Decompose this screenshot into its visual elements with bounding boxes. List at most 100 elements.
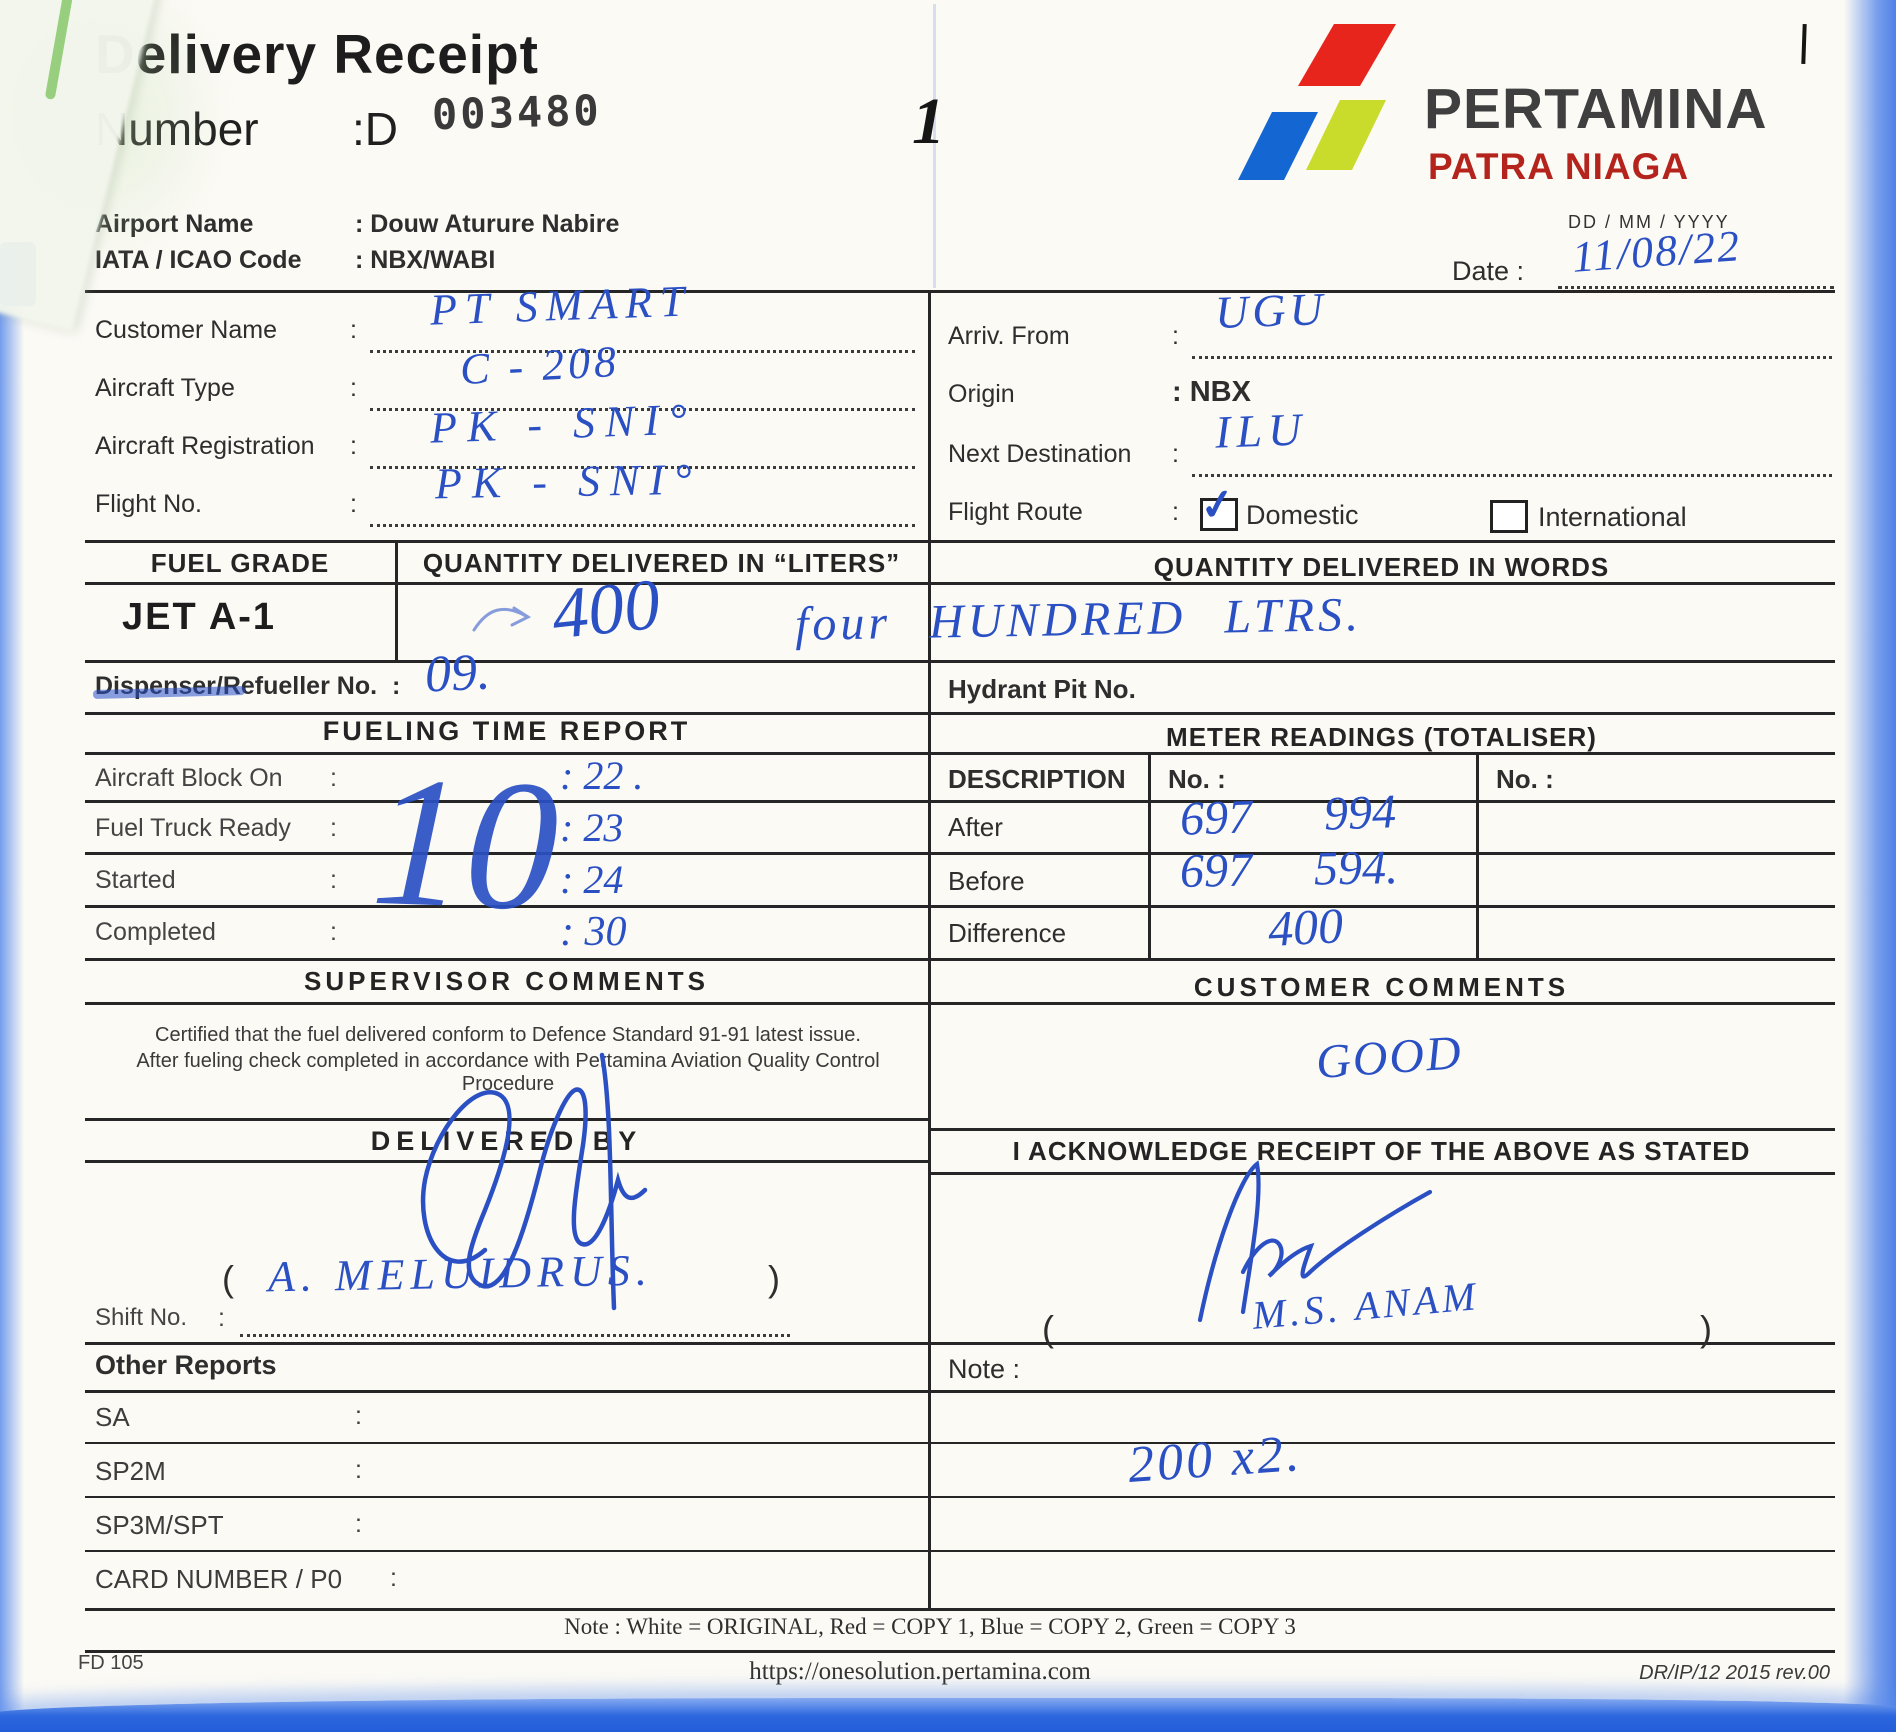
next-destination-line [1192, 474, 1832, 477]
logo-blue-shape [1238, 112, 1318, 180]
scan-bottom-blue-band [0, 1698, 1896, 1732]
delivered-paren-close: ) [768, 1258, 780, 1299]
colon: : [330, 814, 337, 842]
colon: : [355, 1456, 362, 1484]
note-handwritten-value: 200 x2. [1126, 1424, 1304, 1495]
iata-icao-label: IATA / ICAO Code [95, 246, 302, 274]
sp3m-spt-label: SP3M/SPT [95, 1510, 224, 1540]
flight-no-line [370, 524, 915, 527]
airport-name-label: Airport Name [95, 210, 253, 239]
date-dotted-line [1558, 286, 1834, 289]
liters-header: QUANTITY DELIVERED IN “LITERS” [422, 548, 901, 578]
words-handwritten-value: four HUNDRED LTRS. [794, 588, 1363, 651]
brand-name: PERTAMINA [1424, 77, 1768, 141]
sa-label: SA [95, 1402, 130, 1432]
colon: : [1172, 440, 1179, 468]
flight-no-label: Flight No. [95, 490, 202, 518]
logo-lime-shape [1306, 100, 1386, 170]
rule [85, 1002, 1835, 1005]
difference-label: Difference [948, 918, 1067, 948]
arriv-from-line [1192, 356, 1832, 359]
colon: : [330, 866, 337, 894]
fueling-time-header: FUELING TIME REPORT [322, 716, 691, 746]
completed-value: : 30 [560, 909, 627, 955]
colon: : [218, 1304, 225, 1332]
date-format-hint: DD / MM / YYYY [1568, 212, 1730, 232]
delivered-paren-open: ( [222, 1258, 234, 1299]
domestic-checkbox [1200, 498, 1238, 531]
customer-name-line [370, 350, 915, 353]
number-prefix: :D [352, 103, 398, 155]
international-label: International [1538, 502, 1687, 532]
aircraft-type-value: C - 208 [458, 336, 622, 395]
colon: : [350, 432, 357, 460]
date-label: Date : [1452, 256, 1525, 286]
description-header: DESCRIPTION [948, 764, 1126, 794]
acknowledge-paren-close: ) [1700, 1308, 1712, 1349]
domestic-checkmark: ✓ [1197, 480, 1239, 532]
column-divider [928, 290, 931, 1608]
colon: : [350, 316, 357, 344]
form-code: FD 105 [78, 1652, 144, 1674]
iata-icao-value: : NBX/WABI [355, 246, 496, 274]
rule [85, 1550, 1835, 1552]
rule [85, 852, 1835, 855]
delivered-by-signature [420, 1052, 648, 1311]
after-value: 697 994 [1179, 785, 1397, 846]
flight-no-value: PK - SNI° [434, 454, 702, 509]
acknowledge-paren-open: ( [1042, 1308, 1054, 1349]
acknowledge-signature [1197, 1160, 1433, 1323]
aircraft-type-label: Aircraft Type [95, 374, 235, 402]
airport-name-value: : Douw Aturure Nabire [355, 210, 620, 238]
blue-scribble-arrow [472, 606, 532, 632]
rule [85, 712, 1835, 715]
fueling-hour-handwritten: 10 [368, 737, 562, 951]
rule [85, 1160, 928, 1163]
origin-value: : NBX [1172, 376, 1251, 408]
fuel-grade-divider [395, 540, 398, 660]
rule [85, 1608, 1835, 1611]
colon: : [350, 490, 357, 518]
customer-name-label: Customer Name [95, 316, 277, 344]
brand-subname: PATRA NIAGA [1428, 146, 1690, 187]
copy-color-note: Note : White = ORIGINAL, Red = COPY 1, B… [564, 1614, 1296, 1639]
center-crease [933, 4, 936, 288]
acknowledge-header: I ACKNOWLEDGE RECEIPT OF THE ABOVE AS ST… [1012, 1136, 1751, 1166]
rule [85, 1442, 1835, 1444]
sp2m-label: SP2M [95, 1456, 166, 1486]
next-destination-label: Next Destination [948, 440, 1132, 468]
words-header: QUANTITY DELIVERED IN WORDS [1153, 552, 1610, 582]
page-title: Delivery Receipt [95, 23, 539, 85]
completed-label: Completed [95, 918, 216, 946]
difference-value: 400 [1266, 897, 1345, 957]
scan-left-blue-edge [0, 248, 24, 1732]
customer-comment-value: GOOD [1314, 1025, 1465, 1090]
flight-route-label: Flight Route [948, 498, 1083, 526]
pertamina-logo [1238, 24, 1396, 180]
block-on-label: Aircraft Block On [95, 764, 283, 792]
arriv-from-value: UGU [1214, 283, 1328, 338]
fuel-grade-value: JET A-1 [122, 596, 277, 638]
rule [85, 1496, 1835, 1498]
rule [85, 540, 1835, 543]
rule [85, 1342, 1835, 1345]
shift-no-line [240, 1334, 790, 1337]
logo-red-shape [1298, 24, 1396, 86]
corner-tick-mark [1801, 23, 1807, 65]
certification-line1: Certified that the fuel delivered confor… [155, 1024, 861, 1046]
colon: : [350, 374, 357, 402]
meter-readings-header: METER READINGS (TOTALISER) [1166, 722, 1597, 752]
hydrant-pit-label: Hydrant Pit No. [948, 674, 1136, 704]
next-destination-value: ILU [1214, 403, 1308, 458]
other-reports-label: Other Reports [95, 1350, 277, 1380]
aircraft-registration-line [370, 466, 915, 469]
rule [85, 1650, 1835, 1653]
started-value: : 24 [560, 857, 624, 902]
before-value: 697 594. [1179, 841, 1399, 898]
rule [85, 752, 1835, 755]
before-label: Before [948, 866, 1025, 896]
card-number-po-label: CARD NUMBER / P0 [95, 1564, 343, 1594]
rule [85, 1118, 928, 1121]
receipt-serial-number: 003480 [431, 85, 603, 140]
